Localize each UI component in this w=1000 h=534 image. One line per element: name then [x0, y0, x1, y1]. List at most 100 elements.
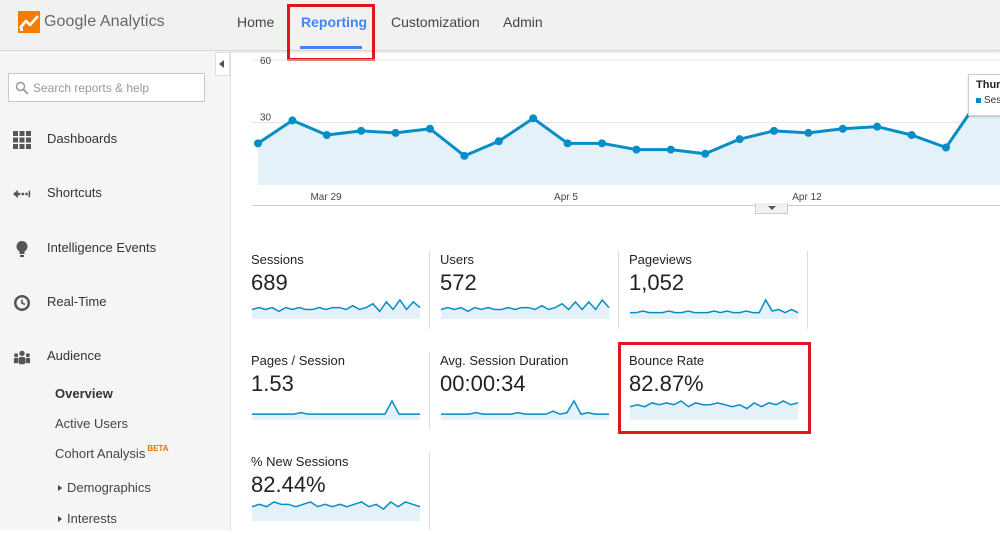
data-point[interactable] — [391, 128, 400, 137]
sparkline-area — [630, 299, 798, 319]
sparkline-area — [441, 400, 609, 420]
sparkline-line — [441, 399, 609, 415]
chart-collapse-toggle[interactable] — [755, 203, 788, 214]
sparkline-line — [251, 298, 421, 313]
sparkline-line — [251, 500, 421, 511]
metric-sessions[interactable]: Sessions 689 — [251, 252, 431, 332]
data-point[interactable] — [770, 126, 778, 135]
clock-icon — [14, 295, 30, 311]
interests-label: Interests — [67, 511, 117, 526]
sidebar-subitem-overview[interactable]: Overview — [55, 386, 113, 401]
sidebar-subitem-cohort-analysis[interactable]: Cohort Analysis BETA — [55, 444, 169, 461]
metric-label: Bounce Rate — [629, 353, 705, 368]
data-point[interactable] — [357, 126, 366, 135]
demographics-label: Demographics — [67, 480, 151, 495]
sparkline — [629, 400, 799, 420]
metric-new-sessions[interactable]: % New Sessions 82.44% — [251, 454, 431, 534]
sidebar-item-real-time[interactable]: Real-Time — [0, 288, 229, 318]
nav-customization[interactable]: Customization — [391, 14, 480, 30]
metric-label: Pageviews — [629, 252, 692, 267]
sparkline-line — [440, 298, 610, 313]
data-point[interactable] — [563, 139, 572, 148]
sparkline — [630, 298, 799, 319]
area-fill — [258, 97, 1000, 185]
nav-admin[interactable]: Admin — [503, 14, 543, 30]
nav-reporting[interactable]: Reporting — [301, 14, 368, 30]
app-name: Google Analytics — [44, 13, 165, 30]
metric-value: 82.44% — [251, 472, 326, 497]
sparkline-line — [252, 399, 420, 415]
search-input[interactable] — [33, 78, 198, 97]
sessions-line-chart: 60 30 Mar 29 Apr 5 Apr 12 — [252, 56, 1000, 203]
data-point[interactable] — [701, 149, 710, 158]
metric-label: Sessions — [251, 252, 304, 267]
metric-users[interactable]: Users 572 — [440, 252, 620, 332]
sidebar-subitem-interests[interactable]: Interests — [58, 511, 117, 526]
sidebar-item-label: Shortcuts — [47, 185, 102, 200]
data-point[interactable] — [460, 151, 469, 160]
data-point[interactable] — [426, 124, 434, 133]
sidebar-item-label: Audience — [47, 348, 102, 363]
x-tick-label: Apr 12 — [792, 192, 822, 203]
data-point[interactable] — [666, 145, 675, 154]
metric-avg-session-duration[interactable]: Avg. Session Duration 00:00:34 — [440, 353, 620, 433]
shortcut-arrow-icon — [13, 189, 31, 199]
sparkline — [251, 500, 421, 521]
sidebar-item-label: Real-Time — [47, 294, 107, 309]
data-point[interactable] — [288, 116, 297, 125]
google-analytics-logo[interactable]: Google Analytics — [18, 10, 165, 34]
sidebar-item-shortcuts[interactable]: Shortcuts — [0, 179, 229, 209]
sidebar-item-dashboards[interactable]: Dashboards — [0, 125, 229, 155]
expand-arrow-icon — [58, 516, 62, 522]
data-point[interactable] — [804, 128, 813, 137]
sparkline — [440, 298, 610, 319]
sparkline — [252, 399, 420, 420]
tile-divider — [618, 352, 619, 430]
data-point[interactable] — [494, 137, 503, 146]
sparkline-area — [441, 299, 609, 319]
cohort-label: Cohort Analysis — [55, 446, 146, 461]
x-tick-label: Mar 29 — [310, 192, 342, 203]
tile-divider — [807, 251, 808, 329]
beta-badge: BETA — [147, 444, 169, 453]
sidebar-item-audience[interactable]: Audience — [0, 342, 229, 372]
tile-divider — [618, 251, 619, 329]
data-point[interactable] — [735, 135, 744, 144]
chart-divider — [252, 205, 1000, 206]
search-box[interactable] — [8, 73, 205, 102]
tooltip-series: Ses — [976, 95, 1000, 106]
data-point[interactable] — [598, 139, 606, 148]
data-point[interactable] — [322, 131, 331, 139]
sidebar-subitem-active-users[interactable]: Active Users — [55, 416, 128, 431]
sparkline — [441, 399, 609, 420]
sidebar-item-label: Intelligence Events — [47, 240, 157, 255]
search-icon — [15, 81, 29, 95]
sparkline — [251, 298, 421, 319]
metric-label: Users — [440, 252, 474, 267]
data-point[interactable] — [254, 139, 262, 148]
nav-home[interactable]: Home — [237, 14, 275, 30]
data-point[interactable] — [942, 143, 950, 152]
data-point[interactable] — [873, 122, 882, 131]
collapse-sidebar-button[interactable] — [215, 52, 230, 76]
data-point[interactable] — [529, 114, 538, 123]
lightbulb-icon — [16, 241, 28, 257]
data-point[interactable] — [632, 145, 641, 154]
data-point[interactable] — [907, 131, 916, 139]
tooltip-title: Thur — [976, 79, 1000, 91]
metric-pageviews[interactable]: Pageviews 1,052 — [629, 252, 809, 332]
sparkline-area — [252, 400, 420, 420]
sparkline-line — [630, 298, 799, 314]
data-point[interactable] — [838, 124, 847, 133]
sidebar-item-intelligence-events[interactable]: Intelligence Events — [0, 234, 229, 264]
metric-label: Avg. Session Duration — [440, 353, 569, 368]
metric-label: Pages / Session — [251, 353, 345, 368]
metric-bounce-rate[interactable]: Bounce Rate 82.87% — [629, 353, 809, 433]
sidebar-subitem-demographics[interactable]: Demographics — [58, 480, 151, 495]
x-tick-label: Apr 5 — [554, 192, 578, 203]
metric-pages-per-session[interactable]: Pages / Session 1.53 — [251, 353, 431, 433]
metric-label: % New Sessions — [251, 454, 349, 469]
people-icon — [13, 350, 31, 365]
chart-tooltip: Thur Ses — [968, 74, 1000, 116]
metric-value: 1,052 — [629, 270, 685, 295]
